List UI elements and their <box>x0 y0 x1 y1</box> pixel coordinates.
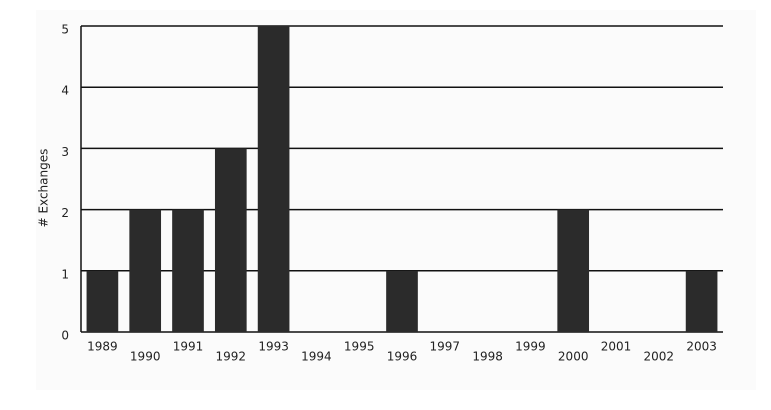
x-tick-label: 1992 <box>216 350 247 364</box>
x-tick-label: 2003 <box>686 340 717 354</box>
x-tick-label: 1996 <box>387 350 418 364</box>
bar <box>86 270 119 332</box>
y-tick-label: 2 <box>61 206 69 220</box>
y-tick-label: 3 <box>61 145 69 159</box>
x-tick-label: 1994 <box>301 350 332 364</box>
x-tick-label: 2001 <box>601 340 632 354</box>
x-tick-label: 1989 <box>87 340 118 354</box>
x-tick-label: 1993 <box>258 340 289 354</box>
x-tick-label: 1991 <box>173 340 204 354</box>
y-axis-label: # Exchanges <box>37 149 51 228</box>
x-tick-label: 2000 <box>558 350 589 364</box>
y-tick-label: 5 <box>61 23 69 37</box>
x-tick-label: 1999 <box>515 340 546 354</box>
bar <box>129 209 162 332</box>
bar <box>257 26 290 332</box>
y-tick-label: 4 <box>61 84 69 98</box>
bar <box>214 148 247 332</box>
y-tick-label: 0 <box>61 329 69 343</box>
bar <box>685 270 718 332</box>
x-tick-label: 1995 <box>344 340 375 354</box>
x-tick-label: 1990 <box>130 350 161 364</box>
x-tick-label: 1997 <box>430 340 461 354</box>
bar <box>557 209 590 332</box>
x-tick-label: 1998 <box>472 350 503 364</box>
x-tick-label: 2002 <box>644 350 675 364</box>
bar <box>386 270 418 332</box>
y-tick-label: 1 <box>61 267 69 281</box>
chart-background <box>36 10 756 390</box>
bar <box>172 209 204 332</box>
